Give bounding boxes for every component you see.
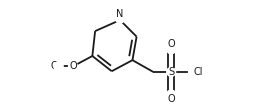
Circle shape	[54, 62, 63, 71]
Circle shape	[167, 67, 176, 76]
Text: N: N	[116, 9, 124, 19]
Text: S: S	[168, 67, 174, 77]
Circle shape	[189, 67, 197, 76]
Circle shape	[167, 45, 176, 54]
Circle shape	[54, 62, 63, 71]
Text: O: O	[51, 61, 59, 71]
Text: Cl: Cl	[193, 67, 203, 77]
Circle shape	[69, 62, 77, 71]
Circle shape	[116, 14, 124, 23]
Text: O: O	[167, 94, 175, 104]
Text: O: O	[69, 61, 77, 71]
Circle shape	[167, 90, 176, 99]
Text: O: O	[167, 39, 175, 49]
